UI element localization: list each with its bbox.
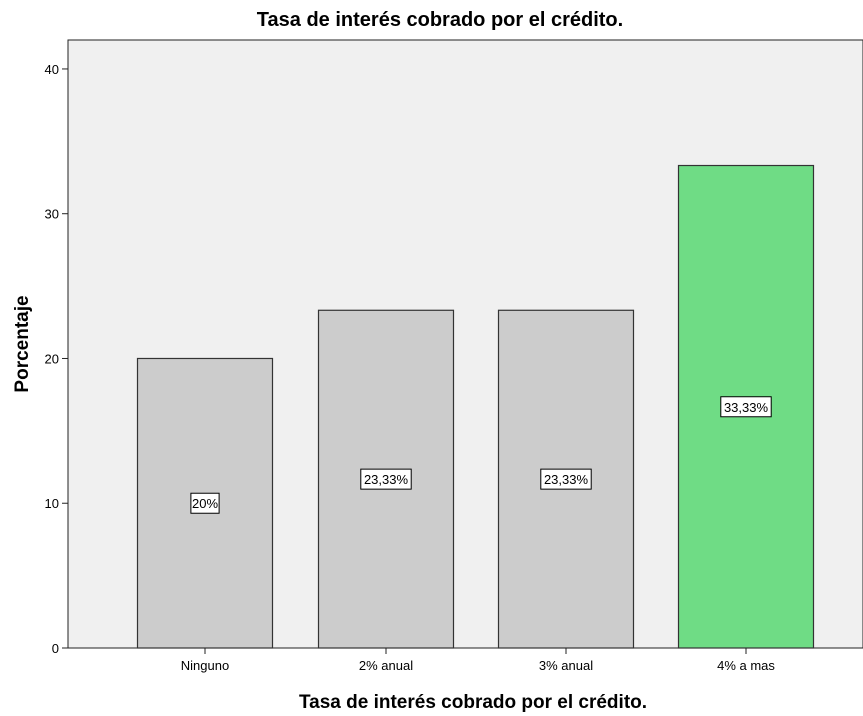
y-tick-label: 30 (45, 207, 59, 222)
y-axis: 0 10 20 30 40 (45, 62, 68, 656)
bar (136, 357, 274, 649)
bars: 20% 23,33% 23,33% 33,33% (136, 164, 815, 649)
data-label: 23,33% (364, 472, 409, 487)
x-axis-label: Tasa de interés cobrado por el crédito. (299, 692, 647, 713)
data-label-box (360, 468, 412, 490)
data-label-box (540, 468, 592, 490)
y-tick-label: 0 (52, 641, 59, 656)
data-label: 33,33% (724, 400, 769, 415)
y-tick-label: 20 (45, 351, 59, 366)
y-tick-label: 10 (45, 496, 59, 511)
x-tick-label: 3% anual (539, 658, 593, 673)
x-tick-label: 4% a mas (717, 658, 775, 673)
data-label: 20% (192, 496, 218, 511)
data-label-box (720, 396, 772, 418)
data-label-box (190, 492, 220, 514)
chart-title: Tasa de interés cobrado por el crédito. (257, 9, 623, 31)
data-label: 23,33% (544, 472, 589, 487)
x-axis: Ninguno 2% anual 3% anual 4% a mas (181, 648, 775, 673)
x-tick-label: 2% anual (359, 658, 413, 673)
y-axis-label: Porcentaje (12, 295, 33, 392)
x-tick-label: Ninguno (181, 658, 229, 673)
y-tick-label: 40 (45, 62, 59, 77)
